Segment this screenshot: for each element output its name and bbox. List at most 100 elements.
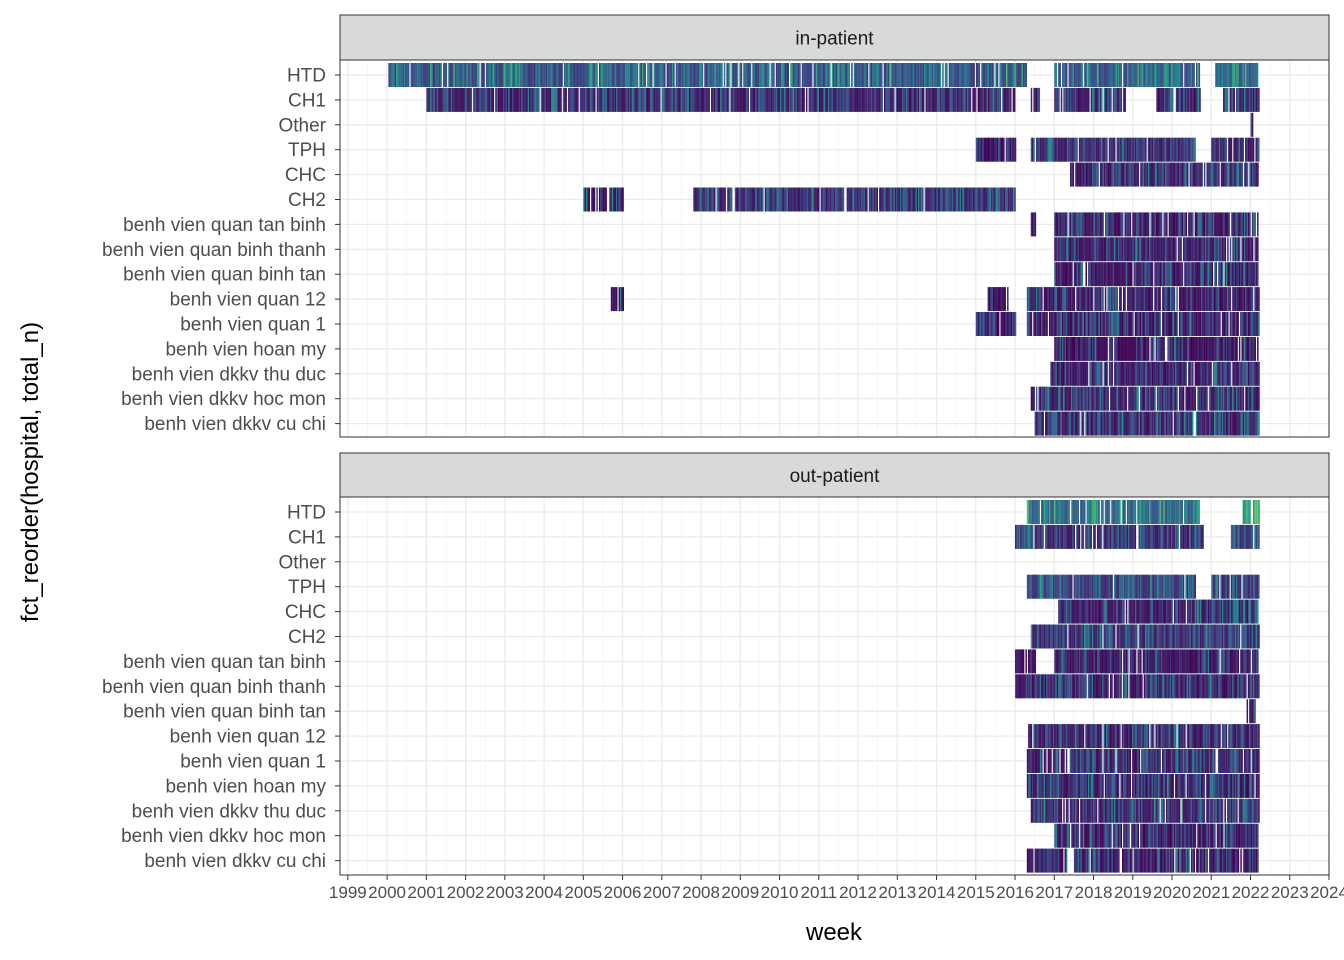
heatmap-tile [523, 87, 526, 112]
heatmap-tile [1236, 524, 1238, 549]
heatmap-tile [1030, 500, 1033, 524]
heatmap-tile [1098, 524, 1100, 549]
heatmap-tile [1214, 237, 1216, 262]
heatmap-tile [1134, 624, 1137, 649]
heatmap-tile [1061, 312, 1064, 336]
heatmap-tile [1253, 599, 1255, 624]
heatmap-tile [1045, 312, 1047, 336]
heatmap-tile [1254, 524, 1256, 549]
heatmap-tile [1195, 674, 1198, 699]
heatmap-tile [1077, 312, 1080, 336]
heatmap-tile [1217, 749, 1220, 773]
heatmap-tile [534, 87, 536, 112]
heatmap-tile [1064, 599, 1067, 624]
heatmap-tile [1243, 724, 1246, 749]
heatmap-tile [1076, 137, 1078, 162]
heatmap-tile [1064, 411, 1067, 436]
heatmap-tile [1103, 674, 1105, 699]
heatmap-tile [1125, 336, 1128, 361]
heatmap-tile [939, 63, 942, 87]
heatmap-tile [1081, 137, 1083, 162]
heatmap-tile [1164, 162, 1167, 187]
heatmap-tile [1041, 749, 1043, 773]
heatmap-tile [1220, 162, 1223, 187]
heatmap-tile [876, 87, 878, 112]
heatmap-tile [1199, 336, 1202, 361]
heatmap-tile [1220, 599, 1223, 624]
heatmap-tile [1073, 574, 1076, 599]
heatmap-tile [1139, 724, 1142, 749]
heatmap-tile [605, 63, 607, 87]
heatmap-tile [1221, 674, 1224, 699]
heatmap-tile [930, 63, 932, 87]
heatmap-tile [570, 87, 573, 112]
heatmap-tile [1159, 574, 1161, 599]
heatmap-tile [1068, 63, 1071, 87]
heatmap-tile [766, 63, 769, 87]
heatmap-tile [1113, 724, 1116, 749]
heatmap-tile [700, 63, 702, 87]
heatmap-tile [1228, 336, 1230, 361]
heatmap-tile [844, 63, 847, 87]
heatmap-tile [709, 63, 711, 87]
heatmap-tile [736, 187, 738, 212]
heatmap-tile [1124, 336, 1126, 361]
heatmap-tile [1197, 361, 1199, 386]
heatmap-tile [747, 87, 749, 112]
heatmap-tile [1115, 674, 1117, 699]
heatmap-tile [1201, 287, 1203, 312]
heatmap-tile [834, 63, 836, 87]
heatmap-tile [828, 87, 830, 112]
heatmap-tile [1165, 724, 1168, 749]
heatmap-tile [1028, 524, 1030, 549]
heatmap-tile [679, 87, 682, 112]
heatmap-tile [1164, 312, 1167, 336]
heatmap-tile [1055, 63, 1058, 87]
heatmap-tile [1050, 287, 1052, 312]
heatmap-tile [1107, 724, 1109, 749]
heatmap-tile [1114, 63, 1116, 87]
heatmap-tile [1142, 162, 1145, 187]
heatmap-tile [1173, 724, 1176, 749]
heatmap-tile [1072, 237, 1074, 262]
heatmap-tile [1140, 63, 1142, 87]
heatmap-tile [1124, 386, 1126, 411]
heatmap-tile [976, 63, 978, 87]
heatmap-tile [1245, 624, 1247, 649]
heatmap-tile [1063, 574, 1065, 599]
heatmap-tile [389, 63, 392, 87]
heatmap-tile [454, 87, 457, 112]
heatmap-tile [1184, 361, 1186, 386]
heatmap-tile [1180, 386, 1182, 411]
heatmap-tile [1255, 649, 1258, 674]
heatmap-tile [1237, 87, 1239, 112]
heatmap-tile [1048, 411, 1051, 436]
heatmap-tile [1232, 624, 1234, 649]
heatmap-tile [1206, 386, 1208, 411]
heatmap-tile [1258, 500, 1260, 524]
heatmap-tile [477, 87, 479, 112]
heatmap-tile [1067, 137, 1069, 162]
heatmap-tile [1038, 574, 1041, 599]
heatmap-tile [547, 63, 549, 87]
heatmap-tile [1225, 624, 1228, 649]
heatmap-tile [1149, 63, 1151, 87]
heatmap-tile [1218, 361, 1220, 386]
heatmap-tile [1141, 524, 1143, 549]
heatmap-tile [1147, 336, 1150, 361]
heatmap-tile [1164, 237, 1167, 262]
heatmap-tile [634, 87, 636, 112]
heatmap-tile [1033, 773, 1035, 798]
heatmap-tile [880, 187, 882, 212]
heatmap-tile [1104, 386, 1107, 411]
heatmap-tile [1137, 312, 1139, 336]
heatmap-tile [1064, 63, 1067, 87]
heatmap-tile [1177, 599, 1180, 624]
heatmap-tile [1119, 212, 1121, 237]
heatmap-tile [739, 63, 741, 87]
heatmap-tile [1113, 411, 1116, 436]
heatmap-tile [669, 87, 671, 112]
heatmap-tile [1014, 187, 1016, 212]
heatmap-tile [1160, 599, 1163, 624]
heatmap-tile [1185, 674, 1187, 699]
